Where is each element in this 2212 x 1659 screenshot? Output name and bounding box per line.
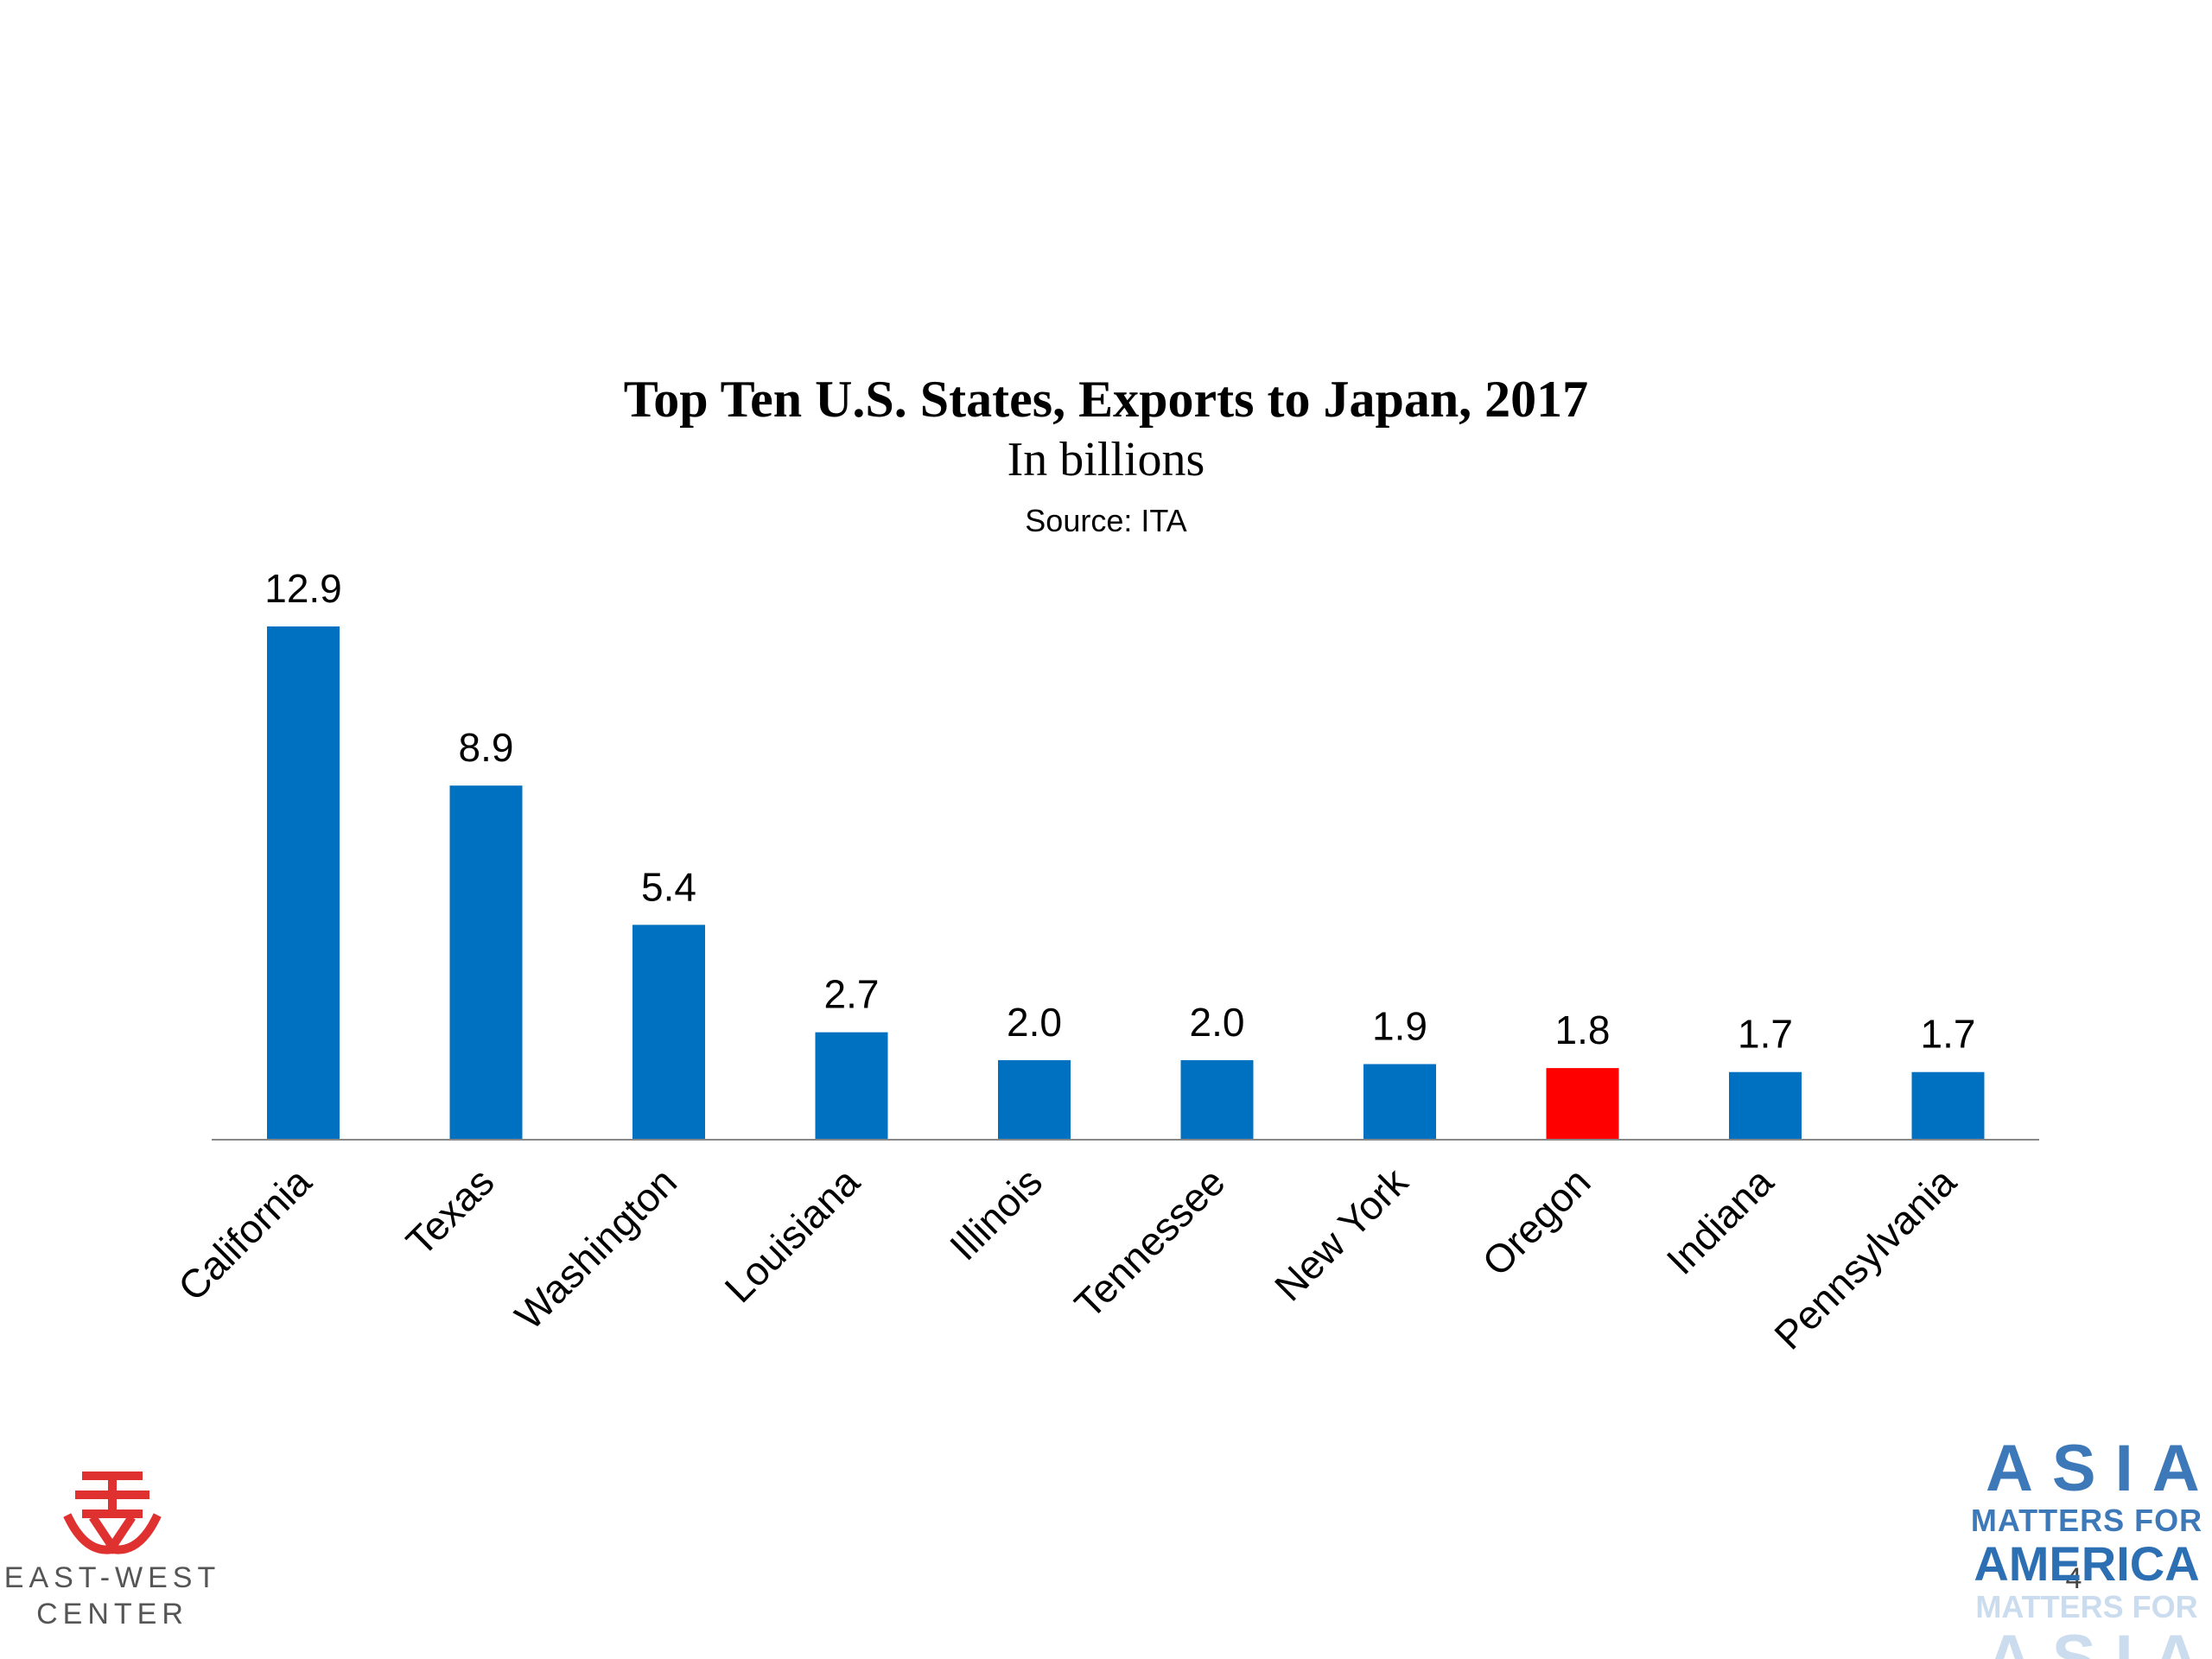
- value-label-texas: 8.9: [459, 725, 514, 770]
- value-label-indiana: 1.7: [1738, 1012, 1793, 1057]
- value-label-pennsylvania: 1.7: [1921, 1012, 1976, 1057]
- east-west-center-mark-icon: [63, 1471, 162, 1555]
- east-west-center-logo: EAST-WEST CENTER: [0, 1460, 225, 1633]
- category-label-illinois: Illinois: [941, 1159, 1051, 1268]
- category-label-california: California: [169, 1159, 320, 1309]
- ama-logo-line1: ASIA: [1986, 1434, 2203, 1505]
- value-labels-group: 12.9 8.9 5.4 2.7 2.0 2.0 1.9 1.8 1.7 1.7: [264, 566, 1975, 1057]
- chart-source: Source: ITA: [1025, 503, 1187, 538]
- chart-subtitle: In billions: [1007, 433, 1205, 486]
- category-label-texas: Texas: [397, 1159, 503, 1264]
- chart-title: Top Ten U.S. States, Exports to Japan, 2…: [623, 371, 1589, 428]
- bar-illinois: [998, 1059, 1071, 1140]
- ewc-logo-line2: CENTER: [36, 1598, 188, 1630]
- value-label-new-york: 1.9: [1372, 1004, 1427, 1049]
- category-label-new-york: New York: [1266, 1159, 1417, 1310]
- page-number: 4: [2065, 1562, 2082, 1595]
- category-label-tennessee: Tennessee: [1065, 1159, 1233, 1326]
- value-label-tennessee: 2.0: [1190, 1000, 1245, 1045]
- bar-oregon: [1546, 1068, 1619, 1140]
- bar-tennessee: [1180, 1059, 1254, 1140]
- ama-logo-line4: MATTERS FOR: [1975, 1589, 2198, 1624]
- asia-matters-for-america-logo: ASIA MATTERS FOR AMERICA MATTERS FOR ASI…: [1970, 1434, 2203, 1659]
- bar-texas: [449, 785, 523, 1140]
- value-label-washington: 5.4: [641, 864, 696, 909]
- category-label-oregon: Oregon: [1473, 1159, 1599, 1284]
- category-label-pennsylvania: Pennsylvania: [1765, 1159, 1965, 1358]
- value-label-california: 12.9: [264, 566, 342, 611]
- bars-group: [267, 626, 1985, 1140]
- ama-logo-line5: ASIA: [1986, 1622, 2203, 1659]
- ama-logo-line3: AMERICA: [1974, 1536, 2200, 1591]
- ewc-logo-line1: EAST-WEST: [3, 1561, 221, 1594]
- bar-washington: [632, 925, 705, 1140]
- category-label-washington: Washington: [506, 1159, 685, 1338]
- bar-california: [267, 626, 340, 1140]
- bar-indiana: [1729, 1071, 1802, 1140]
- value-label-illinois: 2.0: [1007, 1000, 1062, 1045]
- bar-louisiana: [815, 1032, 888, 1140]
- bar-new-york: [1363, 1064, 1436, 1140]
- value-label-louisiana: 2.7: [824, 972, 880, 1017]
- bar-pennsylvania: [1911, 1071, 1985, 1140]
- value-label-oregon: 1.8: [1555, 1007, 1611, 1052]
- ama-logo-line2: MATTERS FOR: [1970, 1503, 2203, 1538]
- category-label-indiana: Indiana: [1658, 1159, 1783, 1283]
- category-labels-group: California Texas Washington Louisiana Illino…: [169, 1159, 1965, 1358]
- category-label-louisiana: Louisiana: [716, 1159, 868, 1311]
